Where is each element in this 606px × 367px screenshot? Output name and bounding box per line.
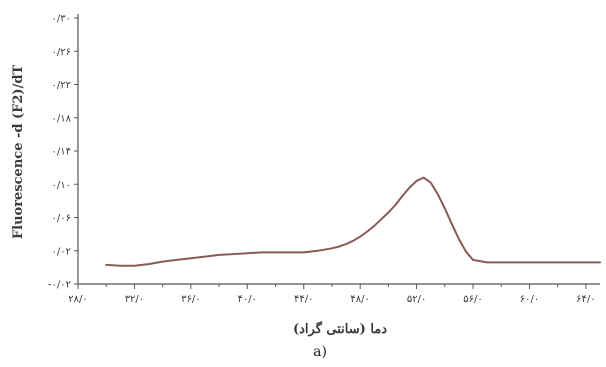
x-axis-title: دما (سانتی گراد) [293,320,387,337]
x-tick-label: ۶۰/۰ [520,294,539,305]
x-tick-label: ۳۶/۰ [181,294,200,305]
x-tick-label: ۴۰/۰ [238,294,257,305]
y-axis-title: Fluorescence -d (F2)/dT [11,65,26,240]
y-tick-label: ۰/۱۴ [52,147,71,158]
x-tick-label: ۴۴/۰ [294,294,313,305]
y-tick-label: ۰/۳۰ [52,14,71,25]
y-ticks: -۰/۰۲ ۰/۰۲ ۰/۰۶ ۰/۱۰ ۰/۱۴ ۰/۱۸ ۰/۲۲ ۰/۲۶ ۰/۳۰ [48,14,78,291]
panel-label: a) [313,344,327,360]
x-tick-label: ۳۲/۰ [125,294,144,305]
y-tick-label: ۰/۱۸ [52,113,72,124]
x-ticks: ۲۸/۰ ۳۲/۰ ۳۶/۰ ۴۰/۰ ۴۴/۰ ۴۸/۰ ۵۲/۰ ۵۶/۰ ۶۰/۰ ۶۴/۰ [68,284,596,305]
y-tick-label: ۰/۱۰ [52,180,71,191]
x-tick-label: ۵۲/۰ [407,294,426,305]
x-tick-label: ۲۸/۰ [68,294,87,305]
y-tick-label: -۰/۰۲ [48,280,71,291]
series-line [105,176,601,267]
x-tick-label: ۵۶/۰ [463,294,482,305]
axes [77,14,600,285]
y-tick-label: ۰/۲۶ [52,47,71,58]
y-tick-label: ۰/۲۲ [52,80,71,91]
x-tick-label: ۶۴/۰ [576,294,595,305]
y-tick-label: ۰/۰۲ [52,246,71,257]
x-tick-label: ۴۸/۰ [350,294,369,305]
y-tick-label: ۰/۰۶ [52,213,71,224]
